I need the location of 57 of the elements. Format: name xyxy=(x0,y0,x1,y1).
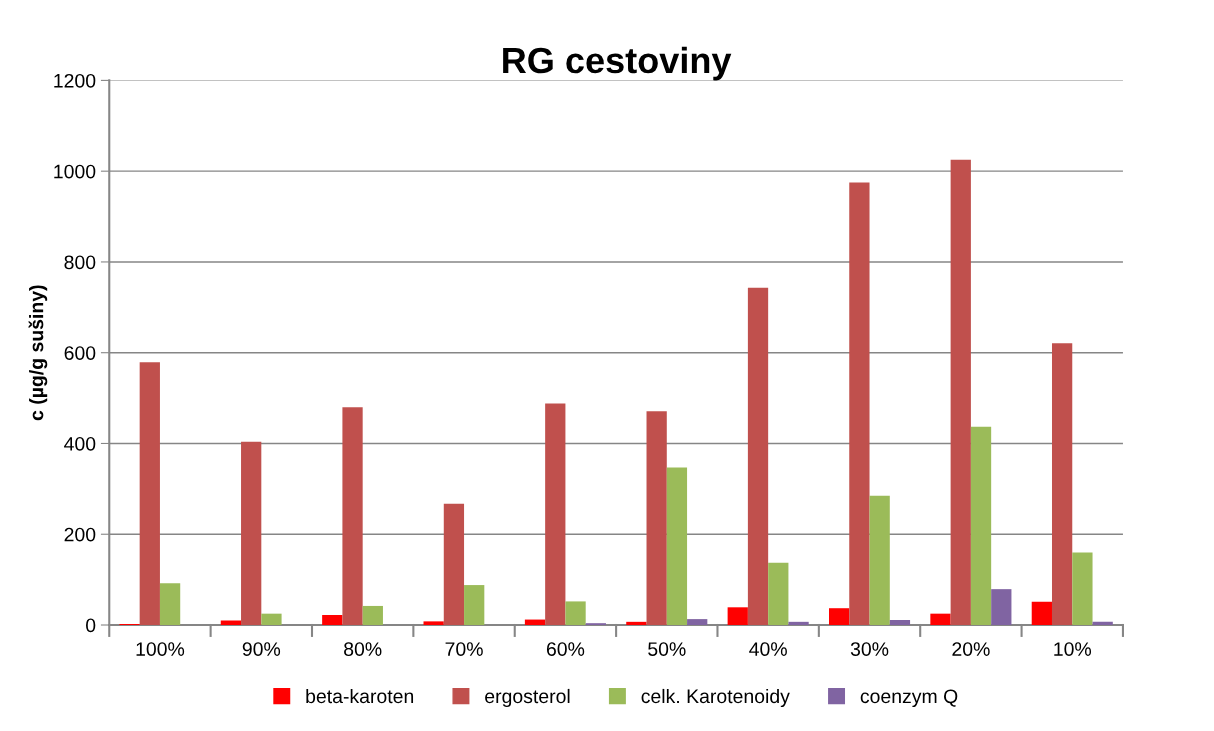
legend-label: celk. Karotenoidy xyxy=(641,688,790,708)
y-tick-label: 200 xyxy=(64,527,96,542)
bar xyxy=(1092,621,1113,625)
bar xyxy=(362,605,383,625)
bar xyxy=(1031,601,1052,625)
bar xyxy=(970,426,992,625)
x-tick-label: 40% xyxy=(749,642,787,656)
bar xyxy=(889,620,911,625)
legend-label: beta-karoten xyxy=(306,688,414,704)
bar xyxy=(322,615,343,625)
bar xyxy=(828,608,850,625)
bar xyxy=(687,619,708,625)
bar xyxy=(869,495,890,625)
bar xyxy=(342,407,363,625)
x-tick-label: 30% xyxy=(850,642,889,656)
bar xyxy=(545,403,566,625)
bar xyxy=(849,182,870,625)
bar xyxy=(443,503,465,625)
y-tick-label: 800 xyxy=(64,255,96,270)
x-tick-label: 80% xyxy=(344,642,382,656)
bar xyxy=(139,362,160,625)
y-tick-label: 1200 xyxy=(54,73,96,88)
y-tick-label: 0 xyxy=(86,618,96,633)
bar xyxy=(1072,552,1093,625)
legend-label: coenzym Q xyxy=(860,689,958,708)
bar xyxy=(666,467,688,625)
bar xyxy=(220,620,242,625)
bar xyxy=(159,583,181,625)
bar xyxy=(423,621,444,625)
bar xyxy=(261,613,282,625)
bar xyxy=(747,287,769,625)
x-tick-label: 60% xyxy=(546,642,585,656)
x-tick-label: 90% xyxy=(242,642,281,656)
bar xyxy=(930,613,951,625)
bar xyxy=(646,411,667,625)
legend-label: ergosterol xyxy=(485,688,570,708)
bar xyxy=(626,621,647,625)
bar xyxy=(565,601,586,625)
x-tick-label: 70% xyxy=(445,642,483,656)
bar xyxy=(1051,343,1073,625)
x-tick-label: 20% xyxy=(952,642,990,656)
bar xyxy=(991,589,1012,625)
bar xyxy=(241,441,262,625)
x-tick-label: 10% xyxy=(1054,642,1092,656)
bar xyxy=(727,607,748,625)
bar xyxy=(788,621,809,625)
bar xyxy=(464,585,485,625)
x-tick-label: 100% xyxy=(136,642,185,656)
y-tick-label: 600 xyxy=(64,346,96,360)
y-tick-label: 1000 xyxy=(54,164,96,179)
bar xyxy=(768,562,789,625)
bar xyxy=(950,159,971,625)
y-tick-label: 400 xyxy=(64,436,96,451)
x-tick-label: 50% xyxy=(648,642,686,656)
chart-title: RG cestoviny xyxy=(503,46,732,81)
bar xyxy=(524,619,546,625)
y-axis-title: c (µg/g sušiny) xyxy=(28,285,48,421)
